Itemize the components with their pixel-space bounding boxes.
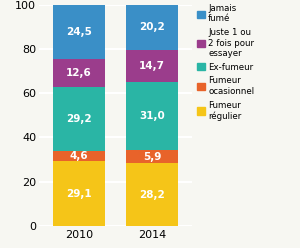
Bar [53, 59, 105, 87]
Bar [53, 161, 105, 226]
Text: 29,1: 29,1 [66, 188, 92, 199]
Text: 20,2: 20,2 [139, 22, 165, 32]
Bar [126, 5, 178, 50]
Text: 24,5: 24,5 [66, 27, 92, 37]
Bar [126, 50, 178, 82]
Text: 31,0: 31,0 [139, 111, 165, 121]
Text: 4,6: 4,6 [70, 151, 88, 161]
Text: 28,2: 28,2 [139, 189, 165, 200]
Text: 12,6: 12,6 [66, 68, 92, 78]
Bar [126, 82, 178, 151]
Bar [126, 163, 178, 226]
Bar [53, 5, 105, 59]
Text: 5,9: 5,9 [143, 152, 161, 162]
Bar [53, 151, 105, 161]
Text: 14,7: 14,7 [139, 61, 165, 71]
Legend: Jamais
fumé, Juste 1 ou
2 fois pour
essayer, Ex-fumeur, Fumeur
ocasionnel, Fumeu: Jamais fumé, Juste 1 ou 2 fois pour essa… [194, 0, 258, 124]
Bar [53, 87, 105, 151]
Bar [126, 151, 178, 163]
Text: 29,2: 29,2 [66, 114, 92, 124]
